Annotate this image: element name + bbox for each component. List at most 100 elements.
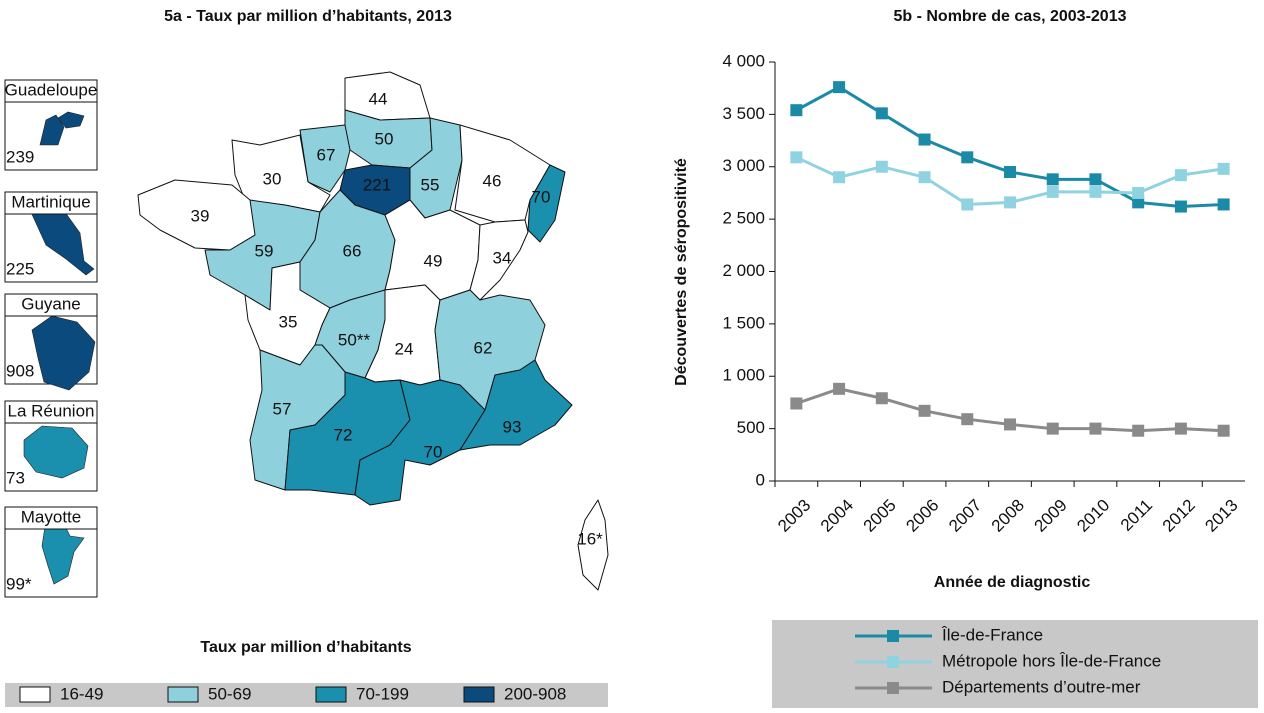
y-tick-label: 500 xyxy=(737,418,765,437)
inset-value: 908 xyxy=(6,361,34,380)
x-tick-label: 2008 xyxy=(988,496,1028,536)
y-tick-label: 1 500 xyxy=(722,313,765,332)
inset-name: La Réunion xyxy=(8,401,95,420)
legend-label: Métropole hors Île-de-France xyxy=(942,651,1161,670)
series-marker xyxy=(918,171,931,184)
inset-value: 239 xyxy=(6,147,34,166)
series-marker xyxy=(833,382,846,395)
series-marker xyxy=(1217,162,1230,175)
region xyxy=(459,359,573,451)
inset-name: Guyane xyxy=(21,294,81,313)
series-marker xyxy=(961,413,974,426)
region-label: 221 xyxy=(363,175,391,194)
chart-legend-box xyxy=(772,620,1258,708)
x-tick-label: 2013 xyxy=(1201,496,1241,536)
x-tick-label: 2003 xyxy=(774,496,814,536)
region-label: 50 xyxy=(375,129,394,148)
series-marker xyxy=(1132,424,1145,437)
legend-label: 70-199 xyxy=(356,684,409,703)
region xyxy=(344,71,431,121)
region-label: 70 xyxy=(424,442,443,461)
inset-name-box xyxy=(4,400,98,424)
legend-swatch xyxy=(167,686,199,703)
inset-shape xyxy=(31,315,96,391)
x-tick-label: 2011 xyxy=(1117,496,1156,535)
inset-name-box xyxy=(4,293,98,317)
region-label: 24 xyxy=(395,339,414,358)
y-tick-label: 3 000 xyxy=(722,156,765,175)
legend-label: 50-69 xyxy=(208,684,251,703)
legend-marker xyxy=(887,630,899,642)
region xyxy=(354,379,486,506)
region-label: 67 xyxy=(317,145,336,164)
series-marker xyxy=(1004,165,1016,178)
inset-shape xyxy=(23,425,89,479)
series-marker xyxy=(875,392,888,405)
legend-label: Île-de-France xyxy=(941,625,1043,644)
series-marker xyxy=(961,151,974,164)
series-marker xyxy=(833,171,846,184)
series-marker xyxy=(790,397,803,410)
region-label: 39 xyxy=(191,206,210,225)
map-title: 5a - Taux par million d’habitants, 2013 xyxy=(164,8,452,25)
x-tick-label: 2012 xyxy=(1159,496,1199,536)
y-axis-title: Découvertes de séropositivité xyxy=(673,158,690,386)
region-label: 72 xyxy=(334,425,353,444)
series-marker xyxy=(961,198,974,211)
y-tick-label: 4 000 xyxy=(722,51,765,70)
region-label: 93 xyxy=(503,417,522,436)
series-marker xyxy=(875,107,888,120)
region-label: 57 xyxy=(273,399,292,418)
x-tick-label: 2004 xyxy=(817,496,857,536)
y-tick-label: 2 000 xyxy=(722,261,765,280)
inset-name-box xyxy=(4,506,98,530)
legend-swatch xyxy=(19,686,51,703)
series-marker xyxy=(1089,422,1102,435)
map-legend-title: Taux par million d’habitants xyxy=(200,639,411,656)
region-label: 55 xyxy=(421,175,440,194)
region-label: 35 xyxy=(279,312,298,331)
legend-marker xyxy=(887,656,899,668)
series-marker xyxy=(1174,422,1187,435)
region-label: 50** xyxy=(338,330,371,349)
map-legend-box xyxy=(5,683,608,707)
series-marker xyxy=(790,151,803,164)
series-marker xyxy=(1004,196,1016,209)
x-tick-label: 2009 xyxy=(1031,496,1071,536)
x-tick-label: 2007 xyxy=(945,496,985,536)
series-marker xyxy=(1089,173,1102,186)
region xyxy=(231,134,331,213)
x-axis-title: Année de diagnostic xyxy=(934,574,1091,591)
region xyxy=(527,164,566,243)
legend-label: Départements d’outre-mer xyxy=(942,677,1141,696)
series-marker xyxy=(875,160,888,173)
inset-value: 73 xyxy=(6,468,25,487)
inset-name: Martinique xyxy=(11,192,90,211)
series-marker xyxy=(918,404,931,417)
series-marker xyxy=(1217,198,1230,211)
inset-name: Guadeloupe xyxy=(5,80,98,99)
legend-marker xyxy=(887,682,899,694)
region-label: 62 xyxy=(474,338,493,357)
legend-swatch xyxy=(463,686,495,703)
series-marker xyxy=(1132,196,1145,209)
y-tick-label: 1 000 xyxy=(722,366,765,385)
region-label: 70 xyxy=(532,187,551,206)
y-tick-label: 0 xyxy=(756,470,765,489)
series-marker xyxy=(833,81,846,94)
legend-label: 200-908 xyxy=(504,684,566,703)
region-label: 49 xyxy=(424,251,443,270)
region xyxy=(577,499,609,591)
inset-value: 99* xyxy=(6,574,32,593)
series-marker xyxy=(1217,424,1230,437)
series-marker xyxy=(1004,418,1016,431)
inset-name-box xyxy=(4,191,98,215)
region-label: 59 xyxy=(255,241,274,260)
series-marker xyxy=(1046,422,1059,435)
series-marker xyxy=(1132,186,1145,199)
x-tick-label: 2005 xyxy=(860,496,900,536)
legend-label: 16-49 xyxy=(60,684,103,703)
series-marker xyxy=(1046,185,1059,198)
region-label: 34 xyxy=(493,248,512,267)
